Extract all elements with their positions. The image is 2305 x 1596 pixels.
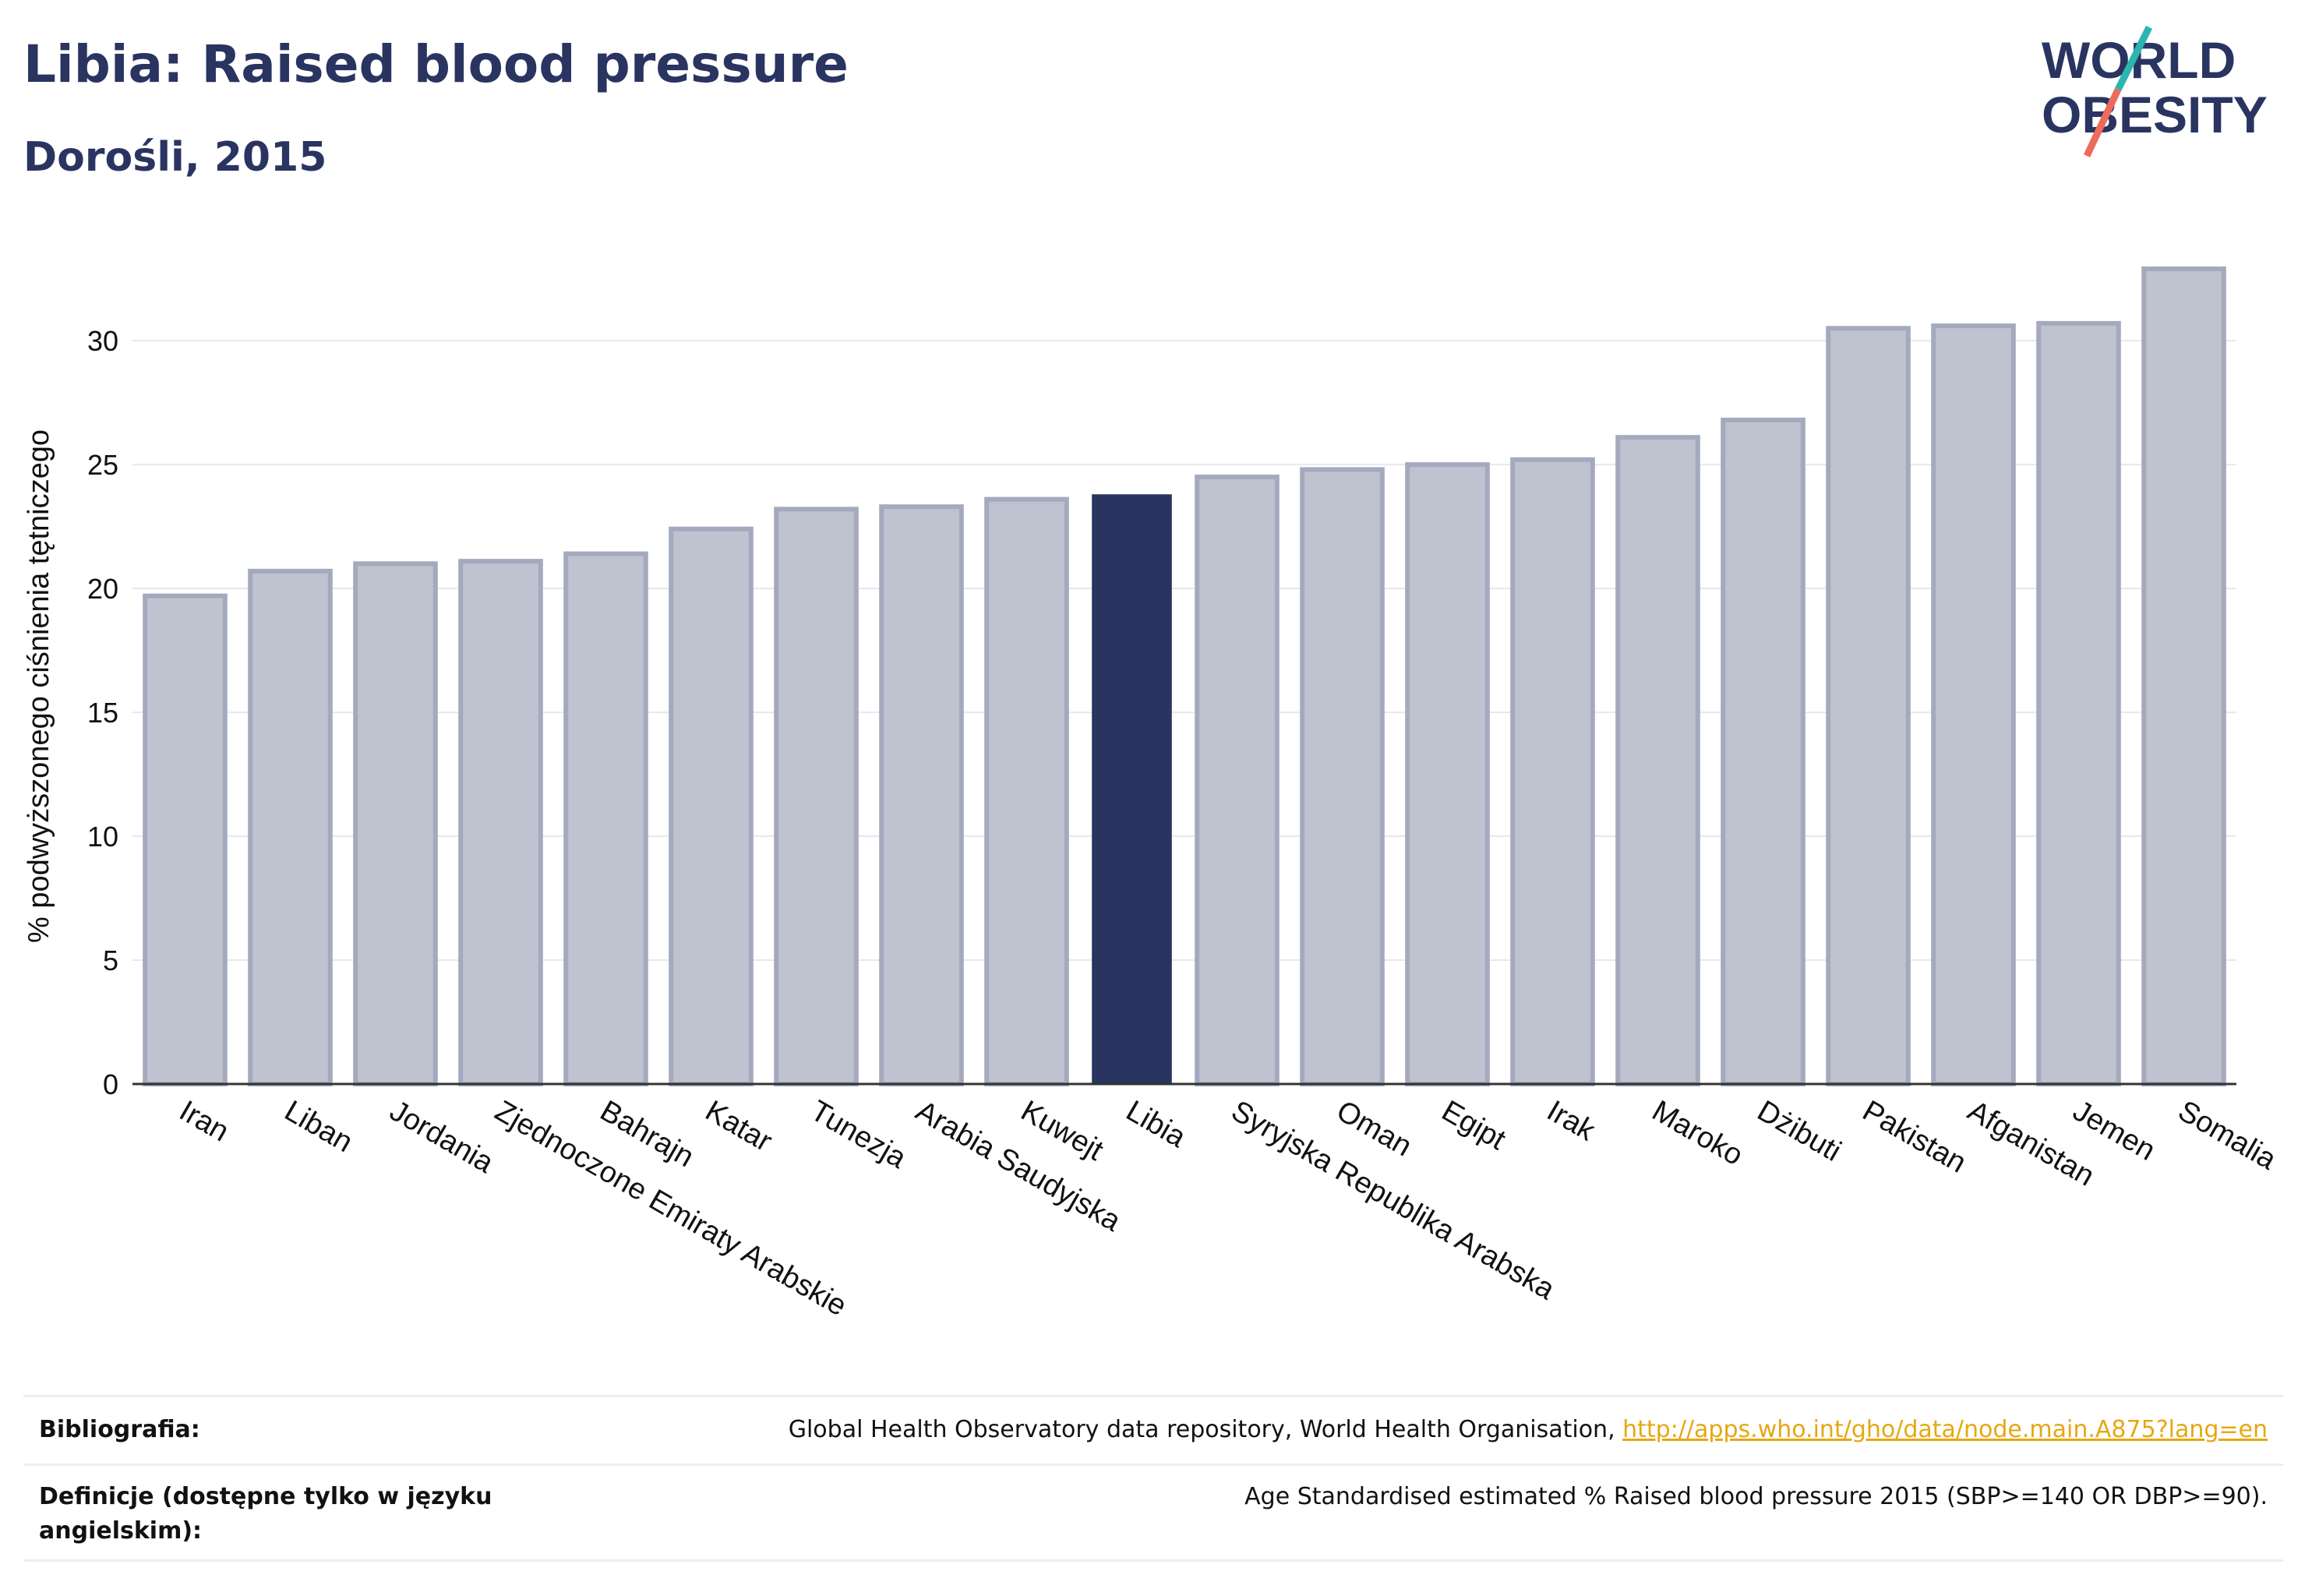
world-obesity-logo: WORLD OBESITY	[2042, 25, 2268, 157]
bar-maroko	[1615, 435, 1700, 1086]
x-tick-label: Iran	[174, 1094, 235, 1148]
y-tick-label: 15	[87, 697, 118, 729]
bibliography-label: Bibliografia:	[39, 1416, 200, 1443]
x-tick-label: Somalia	[2173, 1094, 2282, 1176]
bar-syryjska-republika-arabska	[1195, 475, 1280, 1086]
bar-oman	[1300, 467, 1385, 1087]
bar-iran	[143, 593, 228, 1086]
logo-text-obesity: OBESITY	[2042, 86, 2268, 143]
x-tick-label: Katar	[700, 1094, 778, 1158]
bibliography-link[interactable]: http://apps.who.int/gho/data/node.main.A…	[1622, 1416, 2268, 1443]
y-tick-label: 0	[103, 1068, 118, 1100]
y-tick-label: 10	[87, 821, 118, 853]
chart-subtitle: Dorośli, 2015	[23, 134, 327, 181]
footer-table: Bibliografia: Global Health Observatory …	[23, 1395, 2283, 1562]
bar-arabia-saudyjska	[879, 504, 964, 1086]
y-tick-label: 20	[87, 573, 118, 605]
y-tick-label: 25	[87, 449, 118, 481]
y-tick-label: 30	[87, 325, 118, 357]
bar-dżibuti	[1721, 417, 1806, 1086]
grid-lines	[132, 340, 2236, 962]
y-axis-ticks: 0 5 10 15 20 25 30	[87, 325, 118, 1100]
x-tick-label: Libia	[1121, 1094, 1191, 1154]
y-axis-label: % podwyższonego ciśnienia tętniczego	[23, 429, 55, 943]
bar-jemen	[2036, 320, 2121, 1086]
logo-text-world: WORLD	[2042, 31, 2236, 89]
definitions-value: Age Standardised estimated % Raised bloo…	[1244, 1483, 2268, 1510]
x-tick-label: Tunezja	[805, 1094, 912, 1175]
bars	[143, 266, 2226, 1087]
bar-liban	[248, 568, 333, 1086]
x-tick-label: Pakistan	[1857, 1094, 1971, 1179]
definitions-label: Definicje (dostępne tylko w języku angie…	[39, 1483, 492, 1545]
x-tick-label: Liban	[279, 1094, 358, 1159]
bibliography-text: Global Health Observatory data repositor…	[788, 1416, 1623, 1443]
bar-tunezja	[774, 507, 859, 1086]
bar-afganistan	[1931, 323, 2016, 1087]
x-tick-label: Egipt	[1436, 1094, 1511, 1156]
bar-katar	[669, 526, 754, 1086]
x-tick-label: Maroko	[1647, 1094, 1749, 1172]
x-tick-label: Dżibuti	[1752, 1094, 1847, 1167]
y-tick-label: 5	[103, 945, 118, 976]
bar-zjednoczone-emiraty-arabskie	[458, 559, 543, 1086]
bar-bahrajn	[563, 551, 648, 1086]
bibliography-value: Global Health Observatory data repositor…	[789, 1413, 2268, 1447]
bar-somalia	[2141, 266, 2226, 1087]
bar-irak	[1510, 457, 1595, 1087]
bar-egipt	[1405, 462, 1490, 1087]
bar-kuwejt	[984, 496, 1069, 1086]
bar-pakistan	[1826, 326, 1911, 1086]
x-tick-label: Irak	[1541, 1094, 1601, 1148]
chart-title: Libia: Raised blood pressure	[23, 34, 849, 94]
logo-slash-coral	[2083, 88, 2122, 157]
bar-jordania	[353, 561, 438, 1086]
bibliography-row: Bibliografia: Global Health Observatory …	[23, 1395, 2283, 1464]
logo-slash-teal	[2114, 25, 2153, 92]
x-tick-label: Jordania	[384, 1094, 499, 1180]
bar-libia	[1092, 494, 1172, 1084]
definitions-row: Definicje (dostępne tylko w języku angie…	[23, 1464, 2283, 1562]
